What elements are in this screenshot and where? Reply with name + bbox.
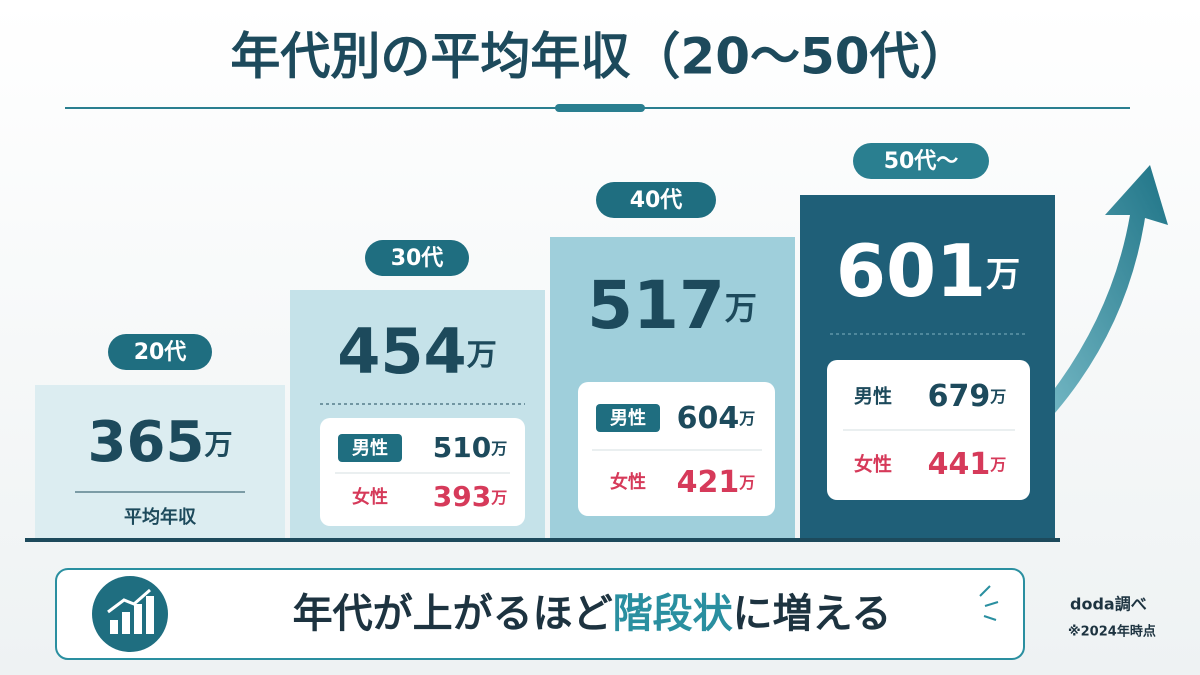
- male-pill: [338, 434, 402, 462]
- average: 601万: [836, 229, 1020, 313]
- average-note: 平均年収: [124, 506, 197, 528]
- unit: 万: [467, 338, 497, 373]
- age-pill: [853, 143, 989, 179]
- growth-arrow: [1025, 165, 1168, 440]
- age-label: 30代: [391, 246, 444, 271]
- female-value: 393: [433, 480, 491, 513]
- age-label: 50代〜: [884, 149, 959, 174]
- male-pill: [596, 404, 660, 432]
- source-note: ※2024年時点: [1068, 624, 1156, 640]
- icon-bars: [110, 596, 154, 634]
- age-pill: [596, 182, 716, 218]
- male-value: 510: [433, 431, 491, 464]
- female-label: 女性: [610, 471, 646, 493]
- male: 604万: [677, 401, 756, 436]
- average: 365万: [88, 410, 233, 475]
- age-label: 20代: [134, 340, 187, 365]
- average-value: 365: [88, 410, 205, 475]
- banner-before: 年代が上がるほど: [293, 591, 613, 637]
- male-label: 男性: [854, 385, 892, 408]
- age-pill: [365, 240, 469, 276]
- male: 510万: [433, 431, 507, 464]
- male-value: 604: [677, 401, 740, 436]
- unit: 万: [490, 439, 507, 458]
- female: 441万: [928, 447, 1007, 482]
- unit: 万: [204, 428, 232, 461]
- average: 454万: [337, 315, 496, 388]
- unit: 万: [986, 255, 1020, 295]
- icon-trend: [107, 588, 151, 614]
- banner-text: 年代が上がるほど階段状に増える: [293, 591, 892, 637]
- average-value: 454: [337, 315, 466, 388]
- female-value: 441: [928, 447, 991, 482]
- unit: 万: [738, 473, 755, 492]
- unit: 万: [490, 488, 507, 507]
- male-label: 男性: [610, 407, 646, 429]
- female-label: 女性: [854, 453, 892, 476]
- banner-highlight: 階段状: [613, 591, 734, 637]
- source: doda調べ: [1070, 595, 1147, 614]
- age-pill: [108, 334, 212, 370]
- step-block: [35, 385, 285, 540]
- average-value: 601: [836, 229, 986, 313]
- female-value: 421: [677, 465, 740, 500]
- average: 517万: [587, 267, 757, 344]
- unit: 万: [725, 289, 757, 327]
- male: 679万: [928, 379, 1007, 414]
- unit: 万: [989, 387, 1006, 406]
- banner-spark: [979, 585, 999, 621]
- average-value: 517: [587, 267, 725, 344]
- male-label: 男性: [352, 437, 388, 459]
- unit: 万: [989, 455, 1006, 474]
- unit: 万: [738, 409, 755, 428]
- banner: [55, 568, 1025, 660]
- female-label: 女性: [352, 486, 388, 508]
- title-accent: [555, 104, 645, 112]
- age-label: 40代: [630, 188, 683, 213]
- title: 年代別の平均年収（20〜50代）: [230, 28, 969, 86]
- female: 421万: [677, 465, 756, 500]
- male-value: 679: [928, 379, 991, 414]
- banner-after: に増える: [733, 591, 892, 637]
- female: 393万: [433, 480, 507, 513]
